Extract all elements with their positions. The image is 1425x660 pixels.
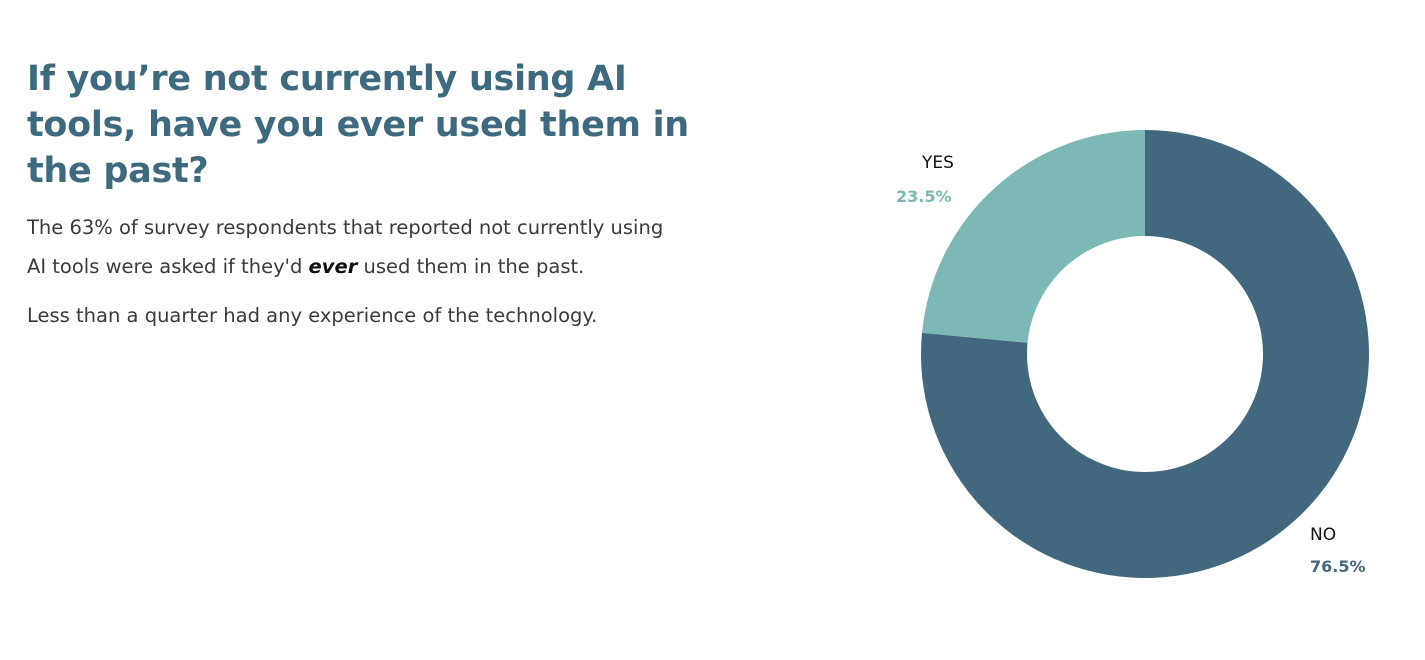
label-yes-category: YES [921, 153, 954, 173]
intro-paragraph: The 63% of survey respondents that repor… [27, 208, 687, 286]
slice-yes [921, 130, 1145, 343]
summary-paragraph: Less than a quarter had any experience o… [27, 304, 598, 327]
intro-text-after: used them in the past. [357, 255, 585, 278]
label-no-category: NO [1310, 525, 1336, 545]
intro-text-before: The 63% of survey respondents that repor… [27, 216, 664, 278]
page-title: If you’re not currently using AI tools, … [27, 59, 689, 191]
label-no-value: 76.5% [1310, 557, 1366, 576]
text-panel: If you’re not currently using AI tools, … [27, 56, 717, 335]
label-yes-value: 23.5% [896, 187, 952, 206]
donut-chart: YES 23.5% NO 76.5% [880, 110, 1410, 600]
slice-no [921, 130, 1369, 578]
donut-chart-svg: YES 23.5% NO 76.5% [896, 130, 1369, 578]
intro-emphasis: ever [308, 255, 358, 278]
